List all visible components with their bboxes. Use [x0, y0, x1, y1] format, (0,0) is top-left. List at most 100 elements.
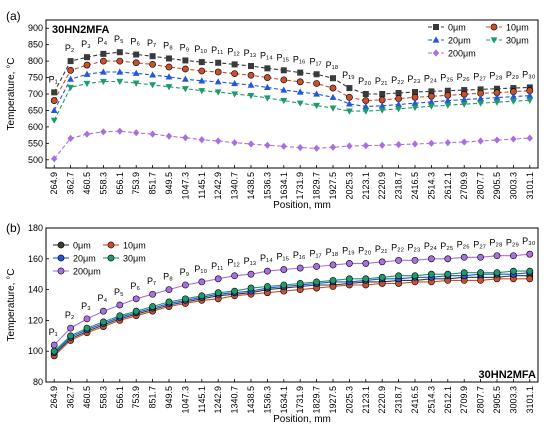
- data-point: [411, 99, 419, 106]
- data-point: [116, 57, 124, 65]
- data-point: [444, 255, 452, 263]
- data-point: [247, 284, 255, 292]
- data-point: [411, 140, 419, 148]
- point-label: P₂₀: [358, 76, 371, 86]
- data-point: [214, 275, 222, 283]
- data-point: [510, 85, 517, 92]
- data-point: [526, 92, 534, 99]
- x-tick-label: 1731.9: [295, 386, 305, 414]
- legend-label: 0μm: [73, 241, 91, 251]
- data-point: [264, 65, 271, 72]
- legend-item-200um: 200μm: [428, 49, 476, 59]
- legend-marker: [432, 36, 440, 43]
- data-point: [444, 139, 451, 147]
- data-point: [297, 69, 304, 76]
- legend-label: 20μm: [448, 36, 471, 46]
- chart-title: 30HN2MFA: [52, 24, 110, 36]
- x-tick-label: 753.9: [131, 172, 141, 195]
- x-tick-label: 2416.5: [410, 172, 420, 200]
- data-point: [231, 70, 238, 78]
- x-tick-label: 3003.3: [508, 386, 518, 414]
- legend-marker: [107, 241, 115, 249]
- data-point: [132, 59, 140, 67]
- data-point: [493, 269, 501, 277]
- data-point: [132, 80, 140, 87]
- data-point: [182, 75, 189, 82]
- data-point: [67, 58, 74, 65]
- x-tick-label: 1536.3: [262, 386, 272, 414]
- data-point: [214, 68, 222, 76]
- data-point: [84, 54, 90, 61]
- legend-label: 200μm: [73, 267, 101, 277]
- data-point: [50, 341, 58, 349]
- data-point: [526, 97, 534, 104]
- data-point: [247, 71, 255, 79]
- data-point: [477, 95, 484, 102]
- data-point: [198, 88, 206, 95]
- data-point: [362, 275, 370, 283]
- point-label: P₁: [49, 74, 58, 84]
- x-tick-label: 1242.9: [213, 386, 223, 414]
- x-tick-label: 460.5: [82, 386, 92, 409]
- data-point: [67, 84, 74, 92]
- x-tick-label: 558.3: [98, 172, 108, 195]
- data-point: [427, 255, 435, 263]
- x-tick-label: 1731.9: [295, 172, 305, 200]
- data-point: [263, 267, 271, 275]
- data-point: [280, 97, 288, 105]
- data-point: [280, 281, 288, 289]
- data-point: [263, 74, 271, 81]
- data-point: [329, 84, 337, 92]
- data-point: [411, 104, 419, 112]
- data-point: [215, 137, 222, 145]
- point-label: P₁₉: [342, 245, 355, 255]
- data-point: [313, 263, 320, 270]
- data-point: [280, 142, 287, 150]
- data-point: [461, 138, 468, 146]
- y-tick-label: 850: [28, 40, 43, 50]
- x-tick-label: 949.5: [164, 172, 174, 195]
- data-point: [231, 287, 238, 295]
- x-tick-label: 1927.5: [328, 172, 338, 200]
- x-tick-label: 362.7: [66, 172, 76, 195]
- data-point: [526, 275, 534, 283]
- data-point: [264, 83, 271, 91]
- data-point: [460, 269, 468, 277]
- data-point: [427, 270, 435, 278]
- x-tick-label: 1536.3: [262, 172, 272, 200]
- data-point: [100, 307, 107, 315]
- data-point: [51, 89, 58, 96]
- data-point: [116, 127, 123, 135]
- chart-panel-1: 500 550 600 650 700 750 800 850 900 264.9 362.7 460…: [6, 9, 539, 211]
- data-point: [362, 97, 370, 104]
- data-point: [362, 142, 369, 150]
- data-point: [198, 67, 206, 75]
- data-point: [247, 270, 255, 278]
- data-point: [214, 78, 222, 85]
- data-point: [100, 78, 107, 86]
- y-tick-label: 600: [28, 122, 43, 132]
- point-label: P₁₀: [194, 44, 207, 54]
- data-point: [346, 100, 353, 107]
- data-point: [248, 63, 254, 70]
- point-label: P₂₉: [506, 238, 519, 248]
- point-label: P₃: [81, 39, 91, 49]
- data-point: [477, 137, 484, 145]
- data-point: [526, 134, 533, 142]
- y-tick-label: 180: [28, 223, 43, 233]
- x-tick-label: 2123.1: [361, 386, 371, 414]
- point-label: P₁₆: [293, 55, 306, 65]
- data-point: [50, 347, 58, 355]
- data-point: [165, 84, 173, 91]
- data-point: [379, 141, 386, 149]
- data-point: [395, 100, 402, 108]
- x-tick-label: 1927.5: [328, 386, 338, 414]
- data-point: [280, 266, 288, 273]
- data-point: [67, 66, 74, 74]
- point-label: P₂₄: [424, 73, 437, 83]
- x-tick-label: 1145.1: [197, 172, 207, 199]
- data-point: [100, 68, 107, 75]
- x-tick-label: 2709.9: [459, 386, 469, 414]
- legend-label: 200μm: [448, 49, 476, 59]
- point-label: P₁: [49, 327, 58, 337]
